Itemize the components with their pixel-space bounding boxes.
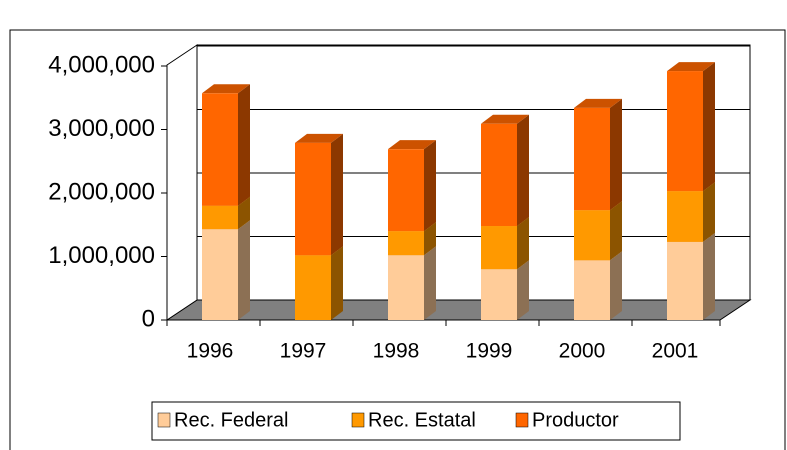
bar-side [703,62,715,192]
legend-box [151,401,681,441]
legend-label: Rec. Estatal [368,409,476,431]
bar [388,255,424,320]
bar-side [703,182,715,242]
x-tick-label: 2001 [652,340,699,363]
bar [667,71,703,192]
y-tick-label: 1,000,000 [48,242,155,269]
bar-top [388,140,436,150]
bar [202,205,238,230]
legend-swatch [515,412,529,428]
bar-side [517,260,529,320]
bar-side [703,232,715,320]
bar-side [424,222,436,256]
x-tick-label: 2000 [559,340,606,363]
bar [388,231,424,256]
bar [295,255,331,320]
bar [388,149,424,232]
bar [481,269,517,320]
bar [574,107,610,211]
y-tick-label: 4,000,000 [48,51,155,78]
bar [667,241,703,320]
bar-side [238,220,250,320]
y-tick-label: 3,000,000 [48,115,155,142]
bar-top [295,133,343,143]
y-tick-label: 2,000,000 [48,178,155,205]
x-tick-label: 1997 [280,340,327,363]
bar-side [517,217,529,270]
x-tick-label: 1998 [373,340,420,363]
bar [667,191,703,242]
bar-top [202,84,250,94]
bar-side [610,201,622,261]
x-tick-label: 1999 [466,340,513,363]
bar-side [424,140,436,232]
bar-side [424,246,436,320]
legend-label: Rec. Federal [174,409,289,431]
bar [481,226,517,270]
bar [295,142,331,256]
bar-side [331,133,343,256]
bar-side [238,196,250,230]
floor [165,299,752,321]
bar [574,260,610,320]
bar [202,229,238,320]
chart-frame [9,29,786,450]
side-wall [166,44,198,321]
bar-side [610,251,622,320]
bar-side [331,246,343,320]
x-tick-label: 1996 [187,340,234,363]
bar-side [517,114,529,227]
bar-side [610,98,622,211]
bar-top [574,98,622,108]
legend-swatch [351,412,365,428]
bar [202,93,238,206]
bar-top [667,62,715,72]
legend-label: Productor [532,409,619,431]
bar-side [238,84,250,206]
bar [574,210,610,261]
bar-top [481,114,529,124]
y-tick-label: 0 [142,305,155,332]
bar [481,123,517,227]
legend-swatch [157,412,171,428]
